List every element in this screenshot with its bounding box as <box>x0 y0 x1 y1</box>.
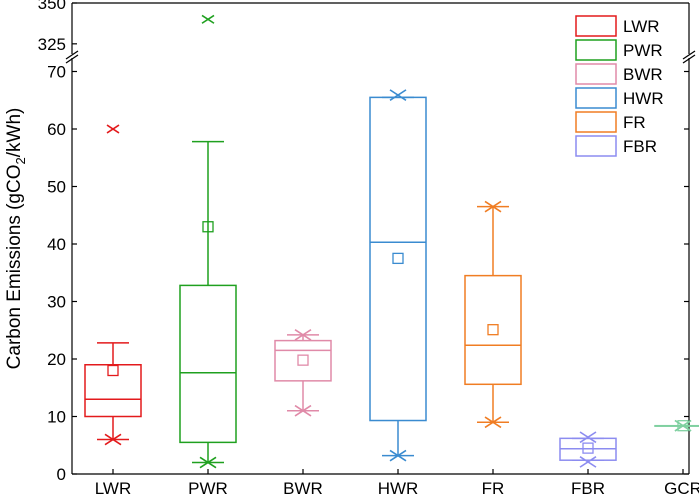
axis-break-mark <box>65 50 79 60</box>
y-tick-label: 50 <box>47 178 66 197</box>
box-bwr <box>274 334 332 412</box>
box-iqr <box>84 364 142 418</box>
y-tick-label: 10 <box>47 408 66 427</box>
legend-label-bwr: BWR <box>623 65 663 84</box>
min-marker <box>484 416 502 429</box>
x-tick-label: LWR <box>95 479 132 497</box>
mean-marker <box>487 324 499 336</box>
box-iqr <box>274 339 332 382</box>
max-marker <box>674 419 692 432</box>
legend-swatch-hwr <box>575 87 617 109</box>
legend-swatch-lwr <box>575 15 617 37</box>
min-marker <box>199 456 217 469</box>
y-tick-label: 70 <box>47 63 66 82</box>
box-iqr <box>464 274 522 386</box>
axis-break-mark <box>65 54 79 64</box>
outlier-marker <box>106 124 120 134</box>
y-tick-label: 60 <box>47 120 66 139</box>
y-tick-label: 40 <box>47 235 66 254</box>
y-tick-label: 325 <box>38 35 66 54</box>
box-fr <box>464 205 522 423</box>
legend-label-pwr: PWR <box>623 41 663 60</box>
box-fbr <box>559 437 617 461</box>
box-lwr <box>84 342 142 441</box>
box-iqr <box>179 284 237 444</box>
max-marker <box>389 89 407 101</box>
y-tick-label: 0 <box>57 465 66 484</box>
min-marker <box>104 433 122 446</box>
max-marker <box>294 328 312 341</box>
legend-label-fr: FR <box>623 113 646 132</box>
mean-marker <box>297 354 309 366</box>
legend-label-hwr: HWR <box>623 89 664 108</box>
mean-marker <box>202 221 214 233</box>
mean-marker <box>107 364 119 377</box>
legend-swatch-fr <box>575 111 617 133</box>
x-tick-label: FR <box>482 479 505 497</box>
min-marker <box>579 456 597 468</box>
axis-break-mark <box>682 54 696 64</box>
x-tick-label: GCR <box>664 479 699 497</box>
min-marker <box>294 404 312 417</box>
legend-swatch-pwr <box>575 39 617 61</box>
outlier-marker <box>201 14 215 24</box>
x-tick-label: FBR <box>571 479 605 497</box>
y-tick-label: 20 <box>47 350 66 369</box>
y-tick-label: 350 <box>38 0 66 13</box>
box-pwr <box>179 140 237 464</box>
max-marker <box>484 200 502 213</box>
legend-swatch-bwr <box>575 63 617 85</box>
mean-marker <box>677 420 689 432</box>
axis-break-gap-right <box>679 54 699 58</box>
legend-swatch-fbr <box>575 135 617 157</box>
mean-marker <box>392 252 404 265</box>
box-hwr <box>369 96 427 457</box>
legend-label-fbr: FBR <box>623 137 657 156</box>
max-marker <box>579 431 597 444</box>
y-axis-label: Carbon Emissions (gCO2/kWh) <box>4 108 28 370</box>
axis-break-mark <box>682 50 696 60</box>
legend-label-lwr: LWR <box>623 17 660 36</box>
x-tick-label: BWR <box>283 479 323 497</box>
x-tick-label: HWR <box>378 479 419 497</box>
min-marker <box>389 449 407 462</box>
x-tick-label: PWR <box>188 479 228 497</box>
axis-break-gap-left <box>62 54 82 58</box>
mean-marker <box>582 442 594 454</box>
y-tick-label: 30 <box>47 293 66 312</box>
box-iqr <box>369 96 427 422</box>
